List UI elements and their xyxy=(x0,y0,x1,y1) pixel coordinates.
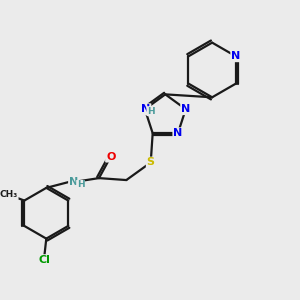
Text: S: S xyxy=(147,158,155,167)
Text: N: N xyxy=(141,104,151,114)
Text: Cl: Cl xyxy=(38,255,50,265)
Text: H: H xyxy=(76,180,84,189)
Text: N: N xyxy=(173,128,182,138)
Text: H: H xyxy=(147,107,154,116)
Text: N: N xyxy=(231,51,240,61)
Text: N: N xyxy=(181,104,190,114)
Text: N: N xyxy=(69,177,78,187)
Text: CH₃: CH₃ xyxy=(0,190,18,199)
Text: O: O xyxy=(106,152,116,162)
